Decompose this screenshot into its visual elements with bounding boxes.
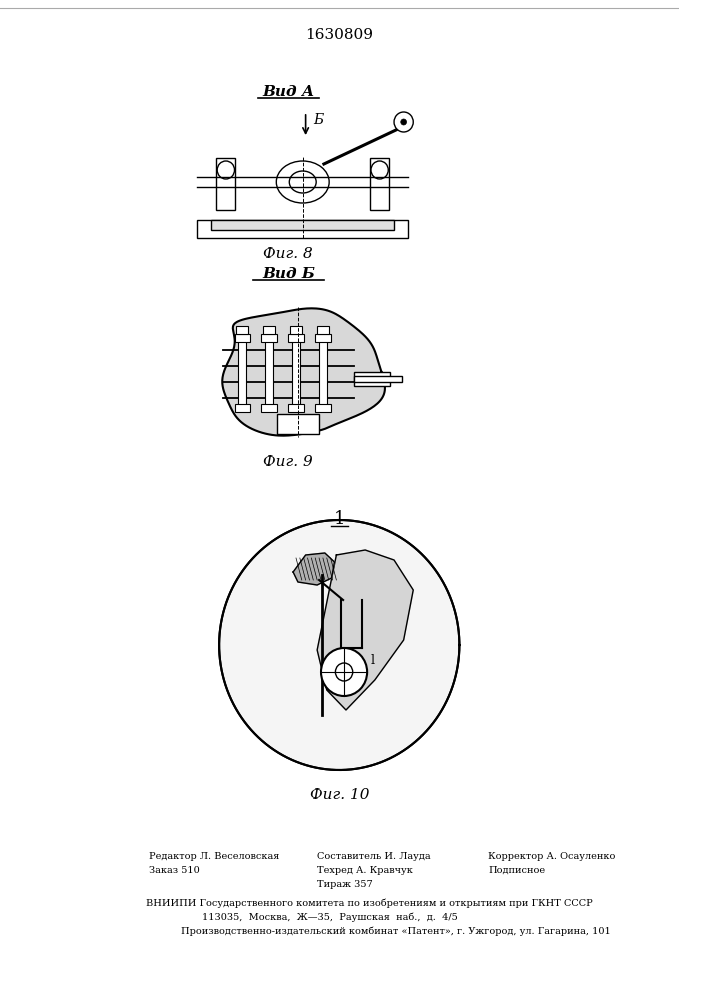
Circle shape xyxy=(401,119,407,125)
Bar xyxy=(262,334,276,342)
Text: Подписное: Подписное xyxy=(489,866,545,875)
Bar xyxy=(315,404,331,412)
Circle shape xyxy=(335,663,353,681)
Text: 1: 1 xyxy=(334,510,345,528)
Ellipse shape xyxy=(276,161,329,203)
Text: ВНИИПИ Государственного комитета по изобретениям и открытиям при ГКНТ СССР: ВНИИПИ Государственного комитета по изоб… xyxy=(146,898,593,908)
Circle shape xyxy=(217,161,235,179)
Circle shape xyxy=(394,112,414,132)
Bar xyxy=(236,326,248,334)
Text: 113035,  Москва,  Ж—35,  Раушская  наб.,  д.  4/5: 113035, Москва, Ж—35, Раушская наб., д. … xyxy=(201,912,457,922)
Text: Б: Б xyxy=(313,113,324,127)
Bar xyxy=(319,340,327,405)
Polygon shape xyxy=(197,220,409,238)
Polygon shape xyxy=(211,220,394,230)
Text: Фиг. 10: Фиг. 10 xyxy=(310,788,369,802)
Text: l: l xyxy=(371,654,375,666)
Bar xyxy=(262,404,276,412)
Bar xyxy=(235,334,250,342)
Circle shape xyxy=(371,161,388,179)
Bar xyxy=(235,404,250,412)
Bar xyxy=(354,372,390,386)
Text: Фиг. 8: Фиг. 8 xyxy=(264,247,313,261)
Circle shape xyxy=(321,648,367,696)
Text: Тираж 357: Тираж 357 xyxy=(317,880,373,889)
Text: Вид А: Вид А xyxy=(262,85,315,99)
Text: Вид Б: Вид Б xyxy=(262,267,315,281)
Bar xyxy=(288,334,304,342)
Bar xyxy=(370,158,390,210)
Bar xyxy=(317,326,329,334)
Bar xyxy=(288,404,304,412)
Bar xyxy=(216,158,235,210)
Polygon shape xyxy=(222,308,385,436)
Bar xyxy=(276,414,319,434)
Text: Заказ 510: Заказ 510 xyxy=(149,866,199,875)
Text: Техред А. Кравчук: Техред А. Кравчук xyxy=(317,866,413,875)
Polygon shape xyxy=(219,520,460,770)
Text: Составитель И. Лауда: Составитель И. Лауда xyxy=(317,852,431,861)
Text: Производственно-издательский комбинат «Патент», г. Ужгород, ул. Гагарина, 101: Производственно-издательский комбинат «П… xyxy=(181,926,610,936)
Text: Корректор А. Осауленко: Корректор А. Осауленко xyxy=(489,852,616,861)
Text: Редактор Л. Веселовская: Редактор Л. Веселовская xyxy=(149,852,279,861)
Bar xyxy=(238,340,246,405)
Bar xyxy=(354,376,402,382)
Text: 1630809: 1630809 xyxy=(305,28,373,42)
Text: Фиг. 9: Фиг. 9 xyxy=(264,455,313,469)
Bar xyxy=(315,334,331,342)
Bar xyxy=(265,340,273,405)
Bar xyxy=(263,326,275,334)
Polygon shape xyxy=(293,553,334,585)
Bar xyxy=(291,326,302,334)
Polygon shape xyxy=(317,550,414,710)
Ellipse shape xyxy=(289,171,316,193)
Bar xyxy=(292,340,300,405)
